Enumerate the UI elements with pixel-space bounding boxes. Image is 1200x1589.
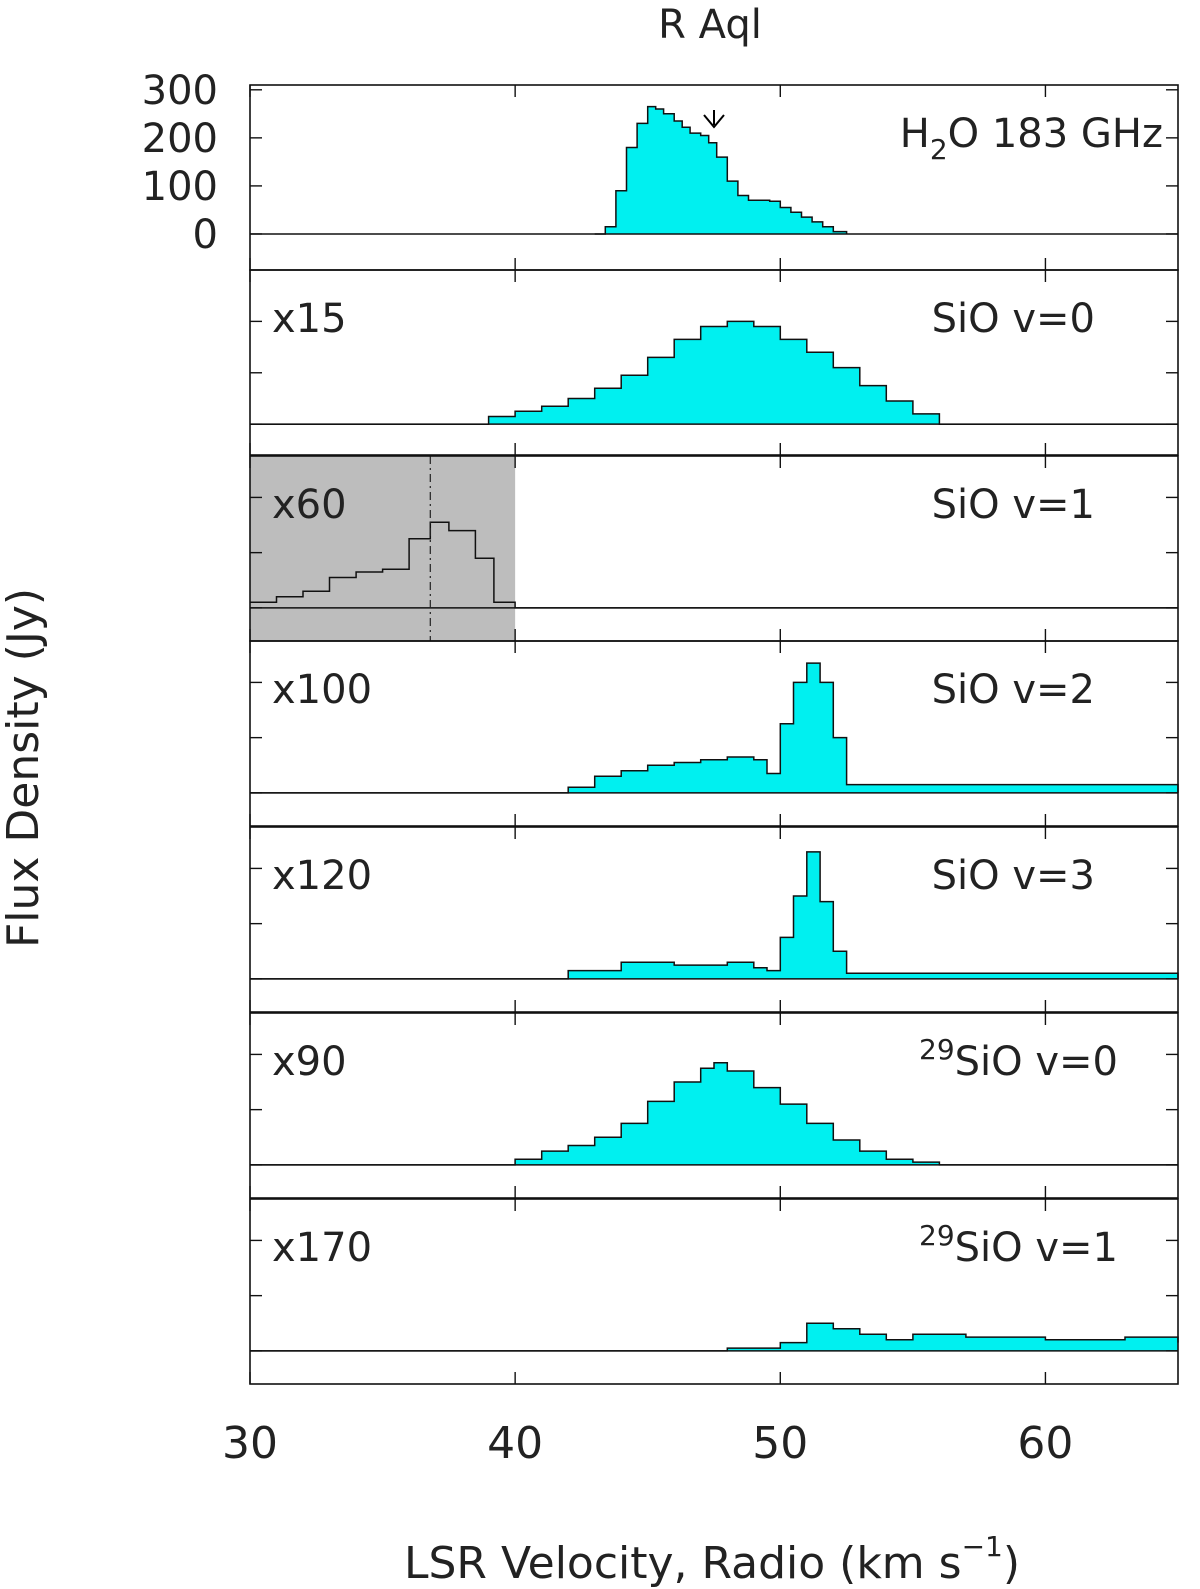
series-line <box>250 1061 1178 1166</box>
scale-label: x15 <box>272 296 347 342</box>
panel-frame <box>249 1198 1179 1385</box>
panel-6: x90 29SiO v=0 <box>249 1012 1179 1199</box>
y-tick-label: 300 <box>142 68 218 114</box>
panel-4: x100 SiO v=2 <box>249 640 1179 827</box>
panel-frame <box>249 826 1179 1013</box>
y-axis-label: Flux Density (Jy) <box>0 588 49 948</box>
line-label: SiO v=2 <box>932 667 1095 713</box>
panel-frame <box>249 640 1179 827</box>
x-axis-label-main: LSR Velocity, Radio (km s <box>404 1538 962 1589</box>
x-axis-label: LSR Velocity, Radio (km s−1) <box>404 1530 1020 1589</box>
scale-label: x120 <box>272 853 372 899</box>
panel-7: x170 29SiO v=1 <box>249 1198 1179 1385</box>
scale-label: x60 <box>272 482 347 528</box>
series-fill <box>250 1062 1178 1165</box>
x-tick-label: 30 <box>222 1418 278 1469</box>
line-label: SiO v=1 <box>932 482 1095 528</box>
y-tick-label: 0 <box>193 212 218 258</box>
y-tick-label: 200 <box>142 116 218 162</box>
line-label: SiO v=0 <box>932 296 1095 342</box>
series-fill <box>250 663 1178 793</box>
series-line <box>250 320 1178 425</box>
scale-label: x170 <box>272 1225 372 1271</box>
y-tick-label: 100 <box>142 164 218 210</box>
shaded-region <box>250 456 516 641</box>
panel-2: x15 SiO v=0 <box>249 269 1179 456</box>
x-tick-label: 50 <box>752 1418 808 1469</box>
x-tick-label: 40 <box>487 1418 543 1469</box>
line-label: SiO v=3 <box>932 853 1095 899</box>
scale-label: x100 <box>272 667 372 713</box>
series-fill <box>594 106 847 234</box>
panel-frame <box>249 269 1179 456</box>
line-label: H2O 183 GHz <box>900 111 1163 166</box>
panel-3: x60 SiO v=1 <box>249 455 1179 642</box>
series-fill <box>250 321 1178 425</box>
series-fill <box>250 1323 1178 1351</box>
x-tick-labels: 30 40 50 60 <box>222 1418 1073 1469</box>
x-axis-label-close: ) <box>1003 1538 1020 1589</box>
series-line <box>594 105 848 235</box>
line-label: 29SiO v=1 <box>919 1219 1118 1271</box>
scale-label: x90 <box>272 1039 347 1085</box>
chart-title: R Aql <box>658 2 762 48</box>
panel-frame <box>249 1012 1179 1199</box>
line-label: 29SiO v=0 <box>919 1033 1118 1085</box>
series-line <box>250 521 1178 609</box>
arrow-down-icon <box>703 114 725 129</box>
series-line <box>250 851 1179 980</box>
x-tick-label: 60 <box>1017 1418 1073 1469</box>
series-line <box>250 1322 1179 1352</box>
x-axis-label-exponent: −1 <box>962 1530 1003 1563</box>
series-line <box>250 662 1179 794</box>
panel-5: x120 SiO v=3 <box>249 826 1179 1013</box>
